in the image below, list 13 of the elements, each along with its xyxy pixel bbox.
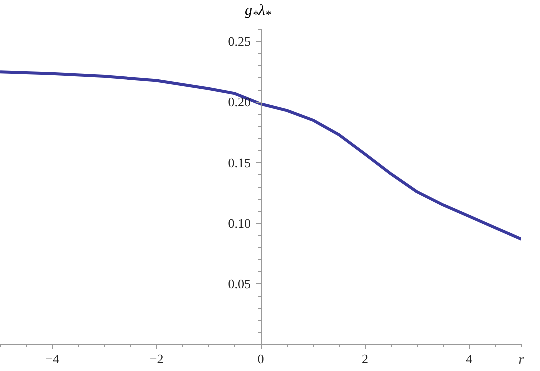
y-tick-label: 0.10 bbox=[228, 216, 251, 231]
y-axis-title: g$_{*}$λ$_{*}$ bbox=[245, 3, 272, 22]
line-series bbox=[0, 70, 522, 241]
y-tick-label: 0.05 bbox=[228, 276, 251, 292]
x-tick-label: −4 bbox=[46, 352, 60, 366]
y-tick-label: 0.20 bbox=[228, 94, 251, 110]
y-tick-label: 0.15 bbox=[228, 155, 251, 170]
y-tick-label: 0.25 bbox=[228, 34, 251, 50]
x-tick-label: 4 bbox=[466, 352, 474, 366]
x-tick-label: 0 bbox=[258, 352, 264, 366]
x-tick-label: −2 bbox=[150, 352, 164, 366]
x-tick-label: 2 bbox=[362, 352, 368, 366]
x-axis-title: r bbox=[518, 352, 525, 368]
